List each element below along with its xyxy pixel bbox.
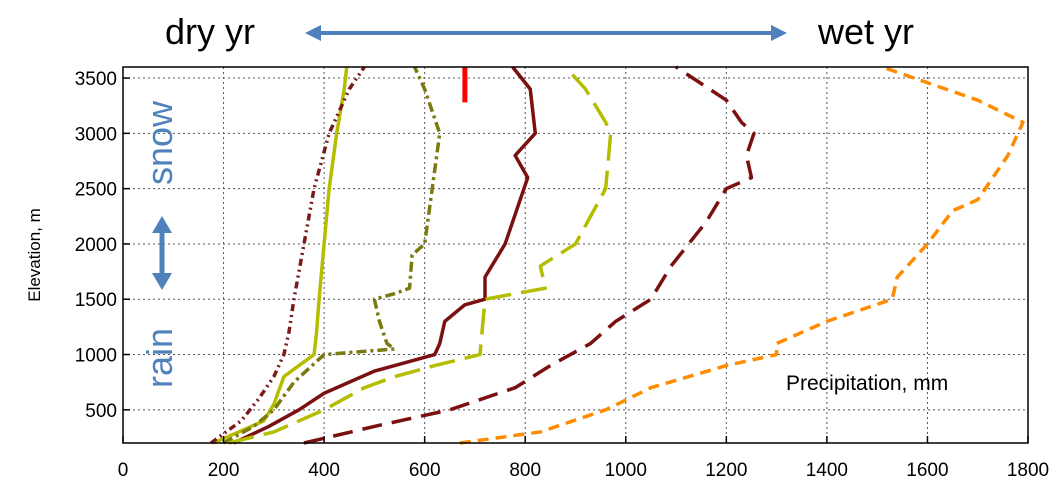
series-line-6 [303,65,756,445]
series-lines [209,65,1025,445]
series-line-7 [459,65,1025,445]
y-tick-label: 3000 [75,124,117,145]
top-double-arrow [305,25,787,41]
plot-frame [122,66,1029,444]
x-tick-label: 1600 [906,460,948,481]
x-tick-label: 400 [308,460,340,481]
x-tick-label: 0 [118,460,129,481]
series-line-5 [228,65,613,445]
x-tick-label: 800 [509,460,541,481]
x-tick-label: 600 [409,460,441,481]
y-tick-label: 1500 [75,290,117,311]
x-tick-label: 1800 [1007,460,1049,481]
y-tick-label: 500 [85,401,117,422]
dry-year-label: dry yr [165,11,255,52]
x-tick-label: 1200 [705,460,747,481]
x-tick-label: 1400 [806,460,848,481]
wet-year-label: wet yr [817,11,914,52]
x-tick-label: 200 [208,460,240,481]
precipitation-label: Precipitation, mm [786,372,948,395]
y-tick-label: 2500 [75,180,117,201]
axis-ticks: 0 200 400 600 800 1000 1200 1400 1600 1800 500 1000… [75,69,1049,481]
series-line-1 [212,66,349,445]
series-line-2 [209,66,366,445]
series-line-4 [232,65,538,445]
y-tick-label: 3500 [75,69,117,90]
grid [123,67,1028,443]
snow-label: snow [139,100,180,185]
x-tick-label: 1000 [605,460,647,481]
rain-label: rain [139,328,180,388]
y-tick-label: 1000 [75,346,117,367]
vertical-double-arrow [152,216,172,290]
y-tick-label: 2000 [75,235,117,256]
y-axis-label: Elevation, m [25,208,44,302]
series-line-3 [222,66,442,445]
